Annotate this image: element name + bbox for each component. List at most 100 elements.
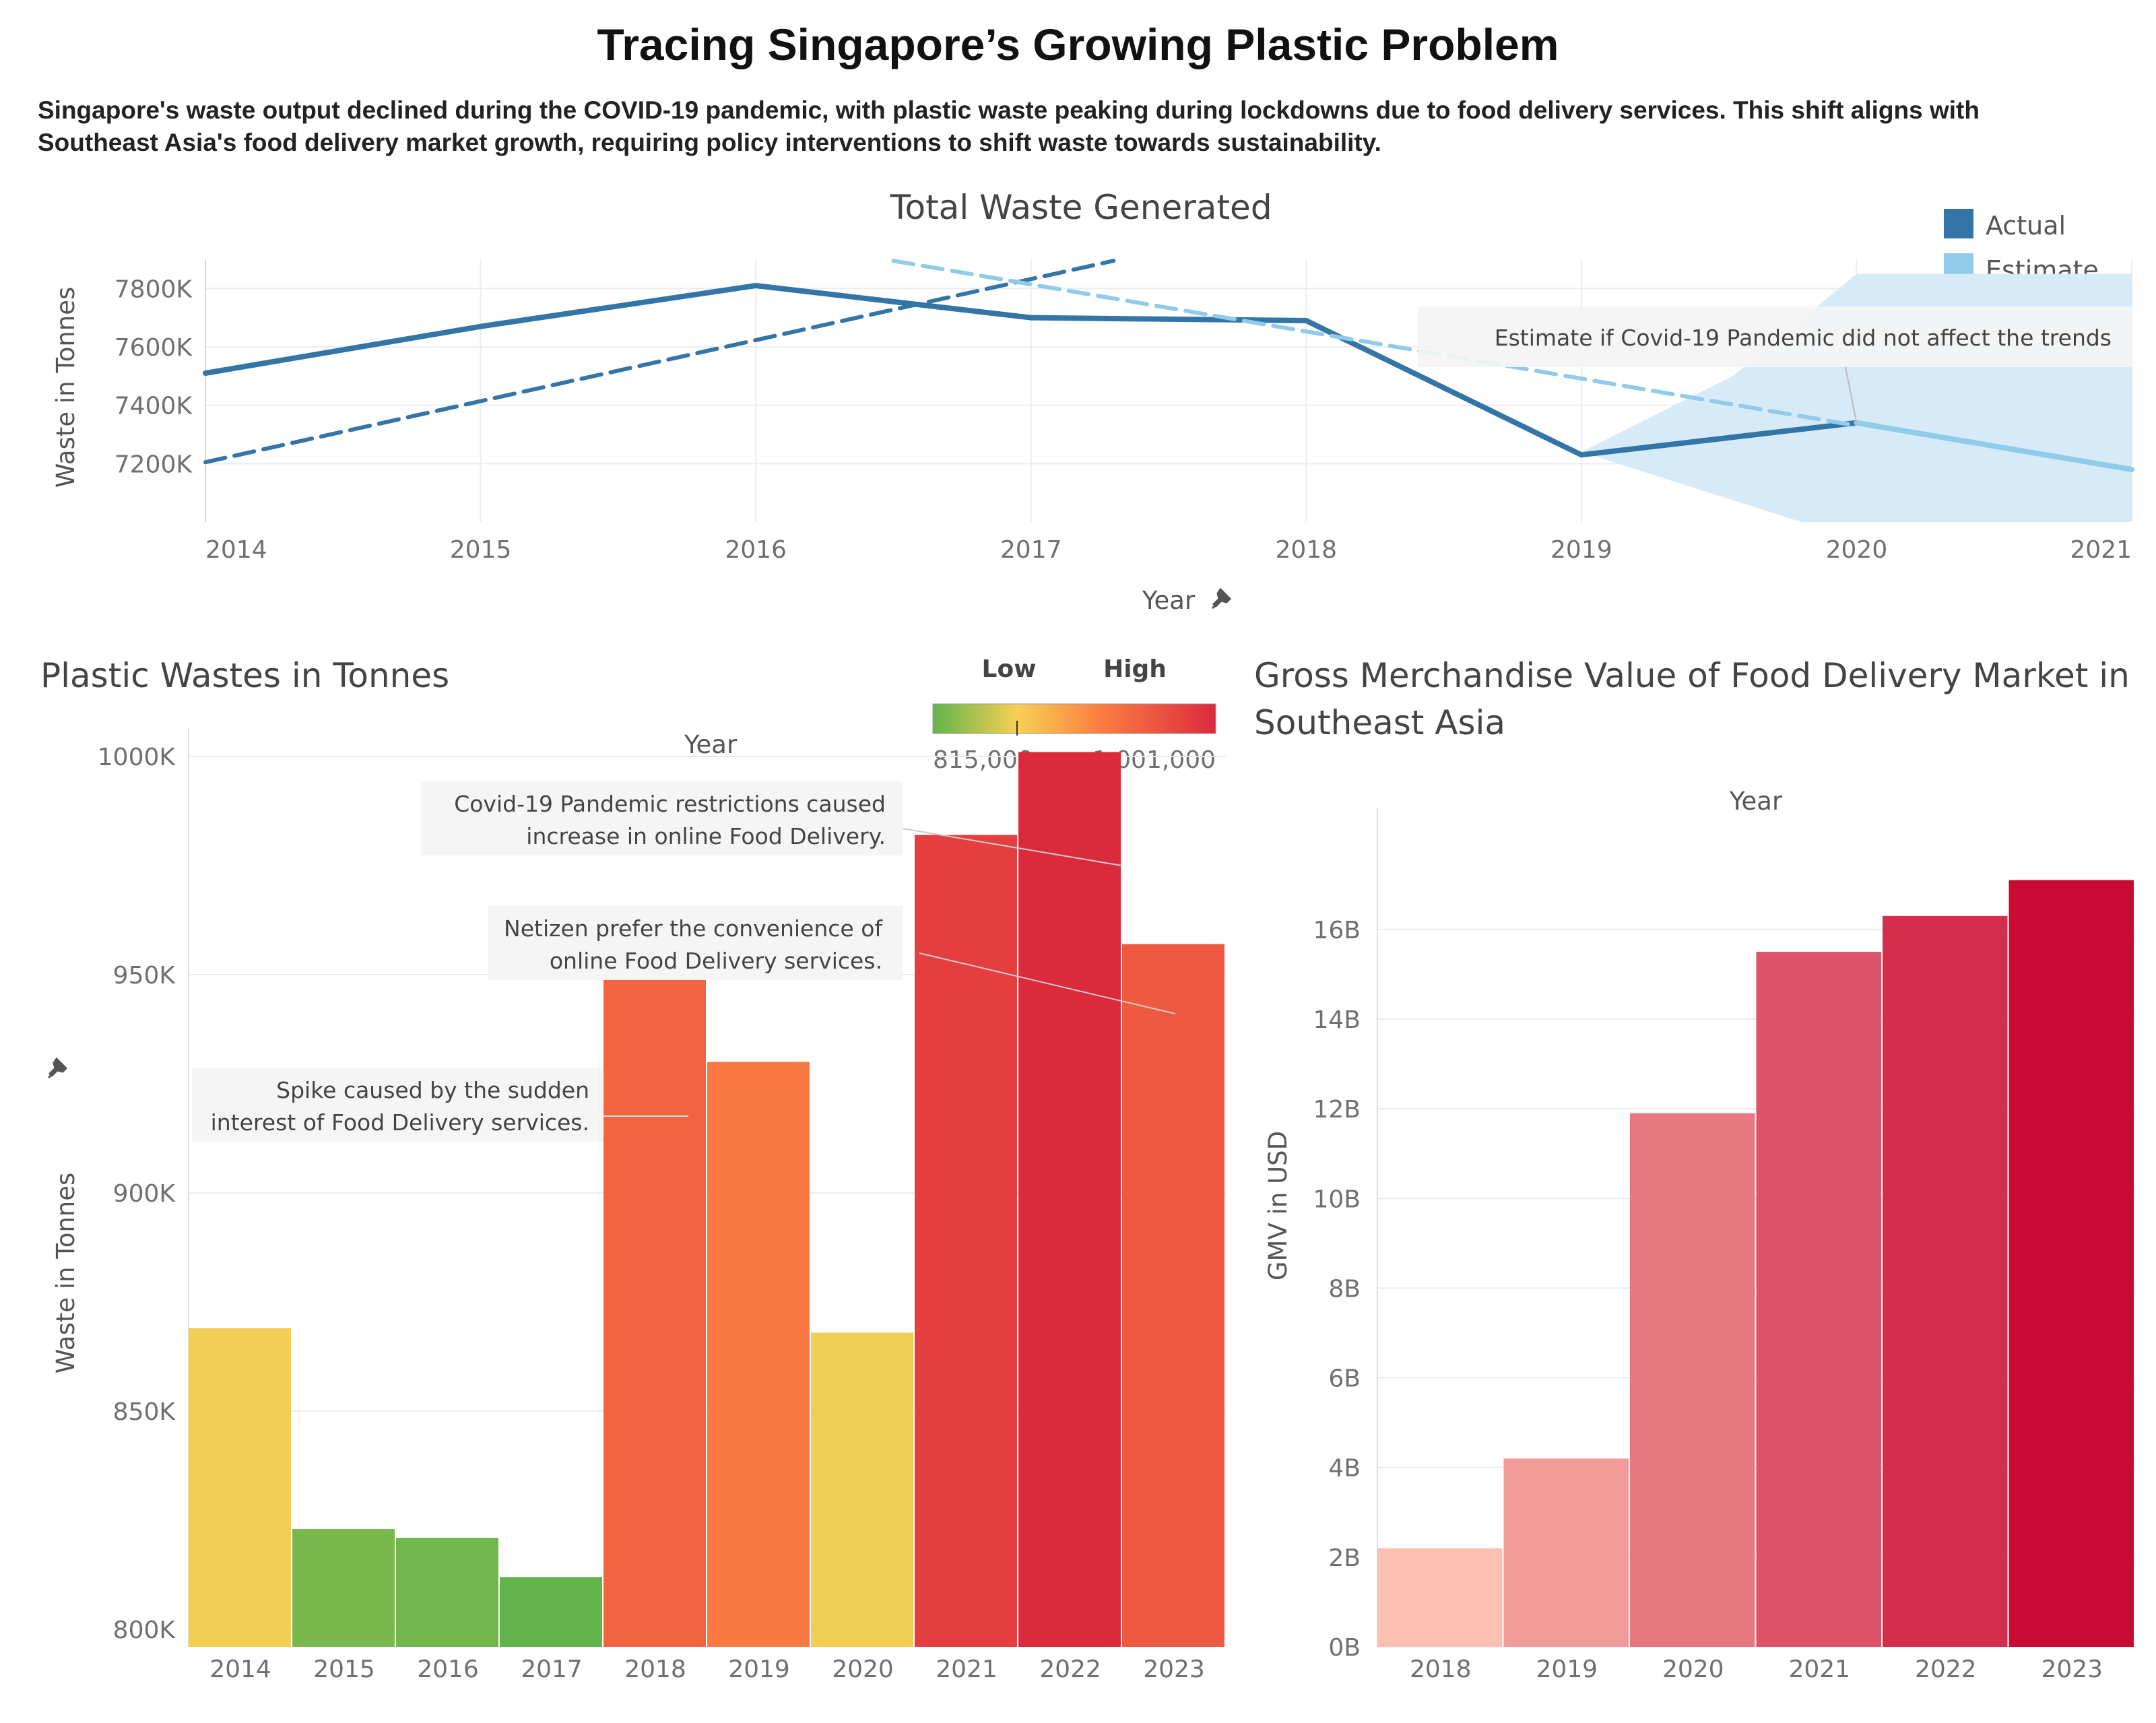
estimate-trend-line[interactable] — [891, 259, 1859, 428]
annotation-text: Estimate if Covid-19 Pandemic did not af… — [1495, 325, 2112, 351]
x-tick-label: 2020 — [1826, 536, 1888, 564]
annotation-box — [1418, 306, 2132, 367]
x-tick-label: 2018 — [1410, 1656, 1472, 1683]
gmv-year-header: Year — [1729, 787, 1783, 816]
x-tick-label: 2016 — [417, 1656, 479, 1683]
total-waste-title: Total Waste Generated — [889, 188, 1272, 227]
gmv-chart: Gross Merchandise Value of Food Delivery… — [1254, 656, 2135, 1683]
plastic-waste-chart: Plastic Wastes in Tonnes Year Waste in T… — [40, 655, 1226, 1683]
y-tick-label: 950K — [113, 962, 176, 989]
bar-2022[interactable] — [1883, 915, 2008, 1647]
legend-actual-label: Actual — [1986, 211, 2066, 240]
plastic-waste-year-header: Year — [684, 730, 738, 759]
annotation-leader — [1845, 366, 1858, 423]
gmv-title-line-2: Southeast Asia — [1254, 703, 1505, 742]
annotation-text: online Food Delivery services. — [550, 948, 882, 974]
annotation-leader — [919, 952, 1176, 1014]
annotation-box — [421, 781, 903, 855]
bar-2021[interactable] — [915, 835, 1017, 1647]
annotation-box — [488, 906, 903, 980]
total-waste-chart: Total Waste Generated Waste in Tonnes Ye… — [51, 188, 2134, 615]
y-tick-label: 14B — [1313, 1006, 1361, 1034]
bar-2019[interactable] — [1503, 1458, 1629, 1647]
annotation-box — [192, 1068, 603, 1142]
y-tick-label: 7800K — [115, 275, 193, 303]
color-legend-bar — [932, 703, 1216, 734]
bar-2023[interactable] — [2008, 880, 2134, 1647]
legend: Actual Estimate — [1944, 209, 2099, 285]
legend-min-label: 815,000 — [933, 746, 1033, 774]
gmv-y-label: GMV in USD — [1264, 1131, 1293, 1280]
annotation-text: Covid-19 Pandemic restrictions caused — [454, 791, 886, 817]
bar-2022[interactable] — [1018, 752, 1121, 1647]
x-tick-label: 2021 — [2070, 536, 2132, 564]
gmv-title-line-1: Gross Merchandise Value of Food Delivery… — [1254, 656, 2130, 695]
y-tick-label: 2B — [1328, 1545, 1361, 1572]
annotation-leader — [902, 828, 1122, 866]
page-subtitle: Singapore's waste output declined during… — [38, 96, 1980, 156]
bar-2019[interactable] — [707, 1062, 810, 1647]
annotation-text: Spike caused by the sudden — [276, 1077, 589, 1103]
x-tick-label: 2023 — [1143, 1656, 1205, 1683]
x-tick-label: 2018 — [1275, 536, 1337, 564]
x-tick-label: 2022 — [1915, 1656, 1977, 1683]
y-tick-label: 7400K — [115, 393, 193, 420]
x-tick-label: 2019 — [1536, 1656, 1598, 1683]
y-tick-label: 7600K — [115, 334, 193, 362]
y-tick-label: 4B — [1328, 1455, 1361, 1483]
bar-2015[interactable] — [292, 1529, 395, 1647]
annotation-text: interest of Food Delivery services. — [211, 1109, 589, 1136]
y-tick-label: 8B — [1328, 1275, 1361, 1303]
y-tick-label: 16B — [1313, 917, 1361, 944]
bar-2016[interactable] — [396, 1537, 498, 1647]
page-title: Tracing Singapore’s Growing Plastic Prob… — [597, 20, 1559, 69]
x-tick-label: 2021 — [1788, 1656, 1850, 1683]
x-tick-label: 2014 — [209, 1656, 271, 1683]
x-tick-label: 2015 — [313, 1656, 375, 1683]
bar-2018[interactable] — [603, 979, 706, 1647]
y-tick-label: 1000K — [98, 744, 176, 771]
x-tick-label: 2017 — [1000, 536, 1062, 564]
color-legend: Low High 815,000 1,001,000 — [932, 655, 1216, 774]
plastic-waste-title: Plastic Wastes in Tonnes — [40, 656, 449, 695]
x-tick-label: 2017 — [521, 1656, 583, 1683]
x-tick-label: 2021 — [936, 1656, 998, 1683]
bar-2023[interactable] — [1122, 944, 1224, 1647]
x-tick-label: 2022 — [1039, 1656, 1101, 1683]
y-tick-label: 850K — [113, 1398, 176, 1426]
y-tick-label: 900K — [113, 1180, 176, 1208]
plastic-waste-y-label: Waste in Tonnes — [51, 1173, 80, 1374]
pin-icon[interactable] — [1211, 587, 1232, 610]
total-waste-y-label: Waste in Tonnes — [51, 287, 80, 488]
bar-2020[interactable] — [811, 1332, 913, 1647]
bar-2017[interactable] — [500, 1577, 602, 1647]
y-tick-label: 10B — [1313, 1185, 1361, 1213]
x-tick-label: 2020 — [832, 1656, 894, 1683]
x-tick-label: 2019 — [1550, 536, 1612, 564]
x-tick-label: 2020 — [1662, 1656, 1724, 1683]
actual-trend-line[interactable] — [203, 259, 1116, 465]
x-tick-label: 2015 — [450, 536, 512, 564]
x-tick-label: 2018 — [624, 1656, 686, 1683]
legend-high-label: High — [1103, 655, 1167, 683]
x-tick-label: 2016 — [725, 536, 787, 564]
y-tick-label: 7200K — [115, 451, 193, 478]
bar-2018[interactable] — [1377, 1548, 1503, 1647]
bar-2020[interactable] — [1630, 1113, 1755, 1647]
pin-icon[interactable] — [47, 1057, 68, 1079]
x-tick-label: 2014 — [205, 536, 267, 564]
y-tick-label: 0B — [1328, 1634, 1361, 1662]
estimate-line[interactable] — [1854, 420, 2134, 472]
y-tick-label: 6B — [1328, 1365, 1361, 1393]
bar-2021[interactable] — [1756, 952, 1882, 1647]
legend-low-label: Low — [982, 655, 1037, 683]
legend-actual-swatch — [1944, 209, 1973, 238]
x-tick-label: 2019 — [728, 1656, 790, 1683]
annotation-text: increase in online Food Delivery. — [526, 823, 886, 849]
actual-line[interactable] — [203, 283, 1860, 458]
bar-2014[interactable] — [189, 1328, 291, 1647]
total-waste-x-label: Year — [1142, 586, 1196, 615]
x-tick-label: 2023 — [2041, 1656, 2103, 1683]
annotation-text: Netizen prefer the convenience of — [504, 915, 883, 942]
y-tick-label: 800K — [113, 1617, 176, 1644]
